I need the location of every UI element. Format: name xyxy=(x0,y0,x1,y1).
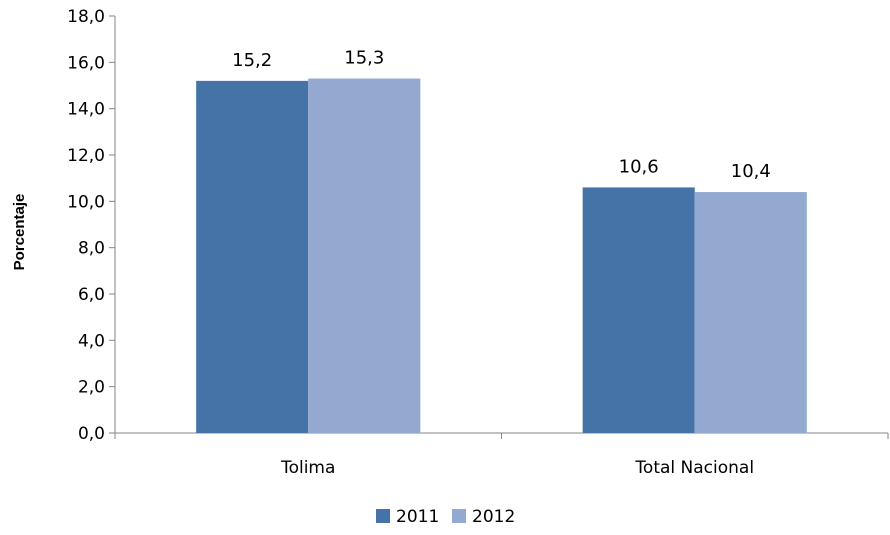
bar-2011 xyxy=(196,80,309,433)
bar-2012 xyxy=(694,192,807,433)
bar-2012 xyxy=(308,78,421,434)
y-tick-label: 12,0 xyxy=(67,146,105,166)
y-tick-label: 8,0 xyxy=(78,239,105,259)
bars xyxy=(196,78,807,434)
x-category-label: Total Nacional xyxy=(634,458,754,478)
legend-label-2011: 2011 xyxy=(396,507,439,527)
y-axis: 0,0 2,0 4,0 6,0 8,0 10,0 12,0 14,0 16,0 18,0 xyxy=(67,7,116,444)
legend-label-2012: 2012 xyxy=(472,507,515,527)
y-axis-title: Porcentaje xyxy=(11,194,28,271)
y-tick-label: 6,0 xyxy=(78,285,105,305)
legend-swatch-2012 xyxy=(452,509,466,523)
y-tick-label: 2,0 xyxy=(78,378,105,398)
legend: 2011 2012 xyxy=(376,507,515,527)
x-axis: Tolima Total Nacional xyxy=(114,432,889,478)
legend-swatch-2011 xyxy=(376,509,390,523)
y-tick-label: 16,0 xyxy=(67,53,105,73)
y-tick-label: 4,0 xyxy=(78,331,105,351)
data-label: 10,6 xyxy=(619,156,659,177)
y-tick-label: 10,0 xyxy=(67,192,105,212)
y-tick-label: 0,0 xyxy=(78,424,105,444)
data-label: 10,4 xyxy=(731,161,771,182)
data-label: 15,2 xyxy=(232,50,272,71)
y-tick-label: 14,0 xyxy=(67,100,105,120)
data-labels: 15,2 15,3 10,6 10,4 xyxy=(232,48,771,183)
y-tick-label: 18,0 xyxy=(67,7,105,27)
x-category-label: Tolima xyxy=(280,458,335,478)
data-label: 15,3 xyxy=(344,48,384,69)
bar-2011 xyxy=(582,187,695,433)
